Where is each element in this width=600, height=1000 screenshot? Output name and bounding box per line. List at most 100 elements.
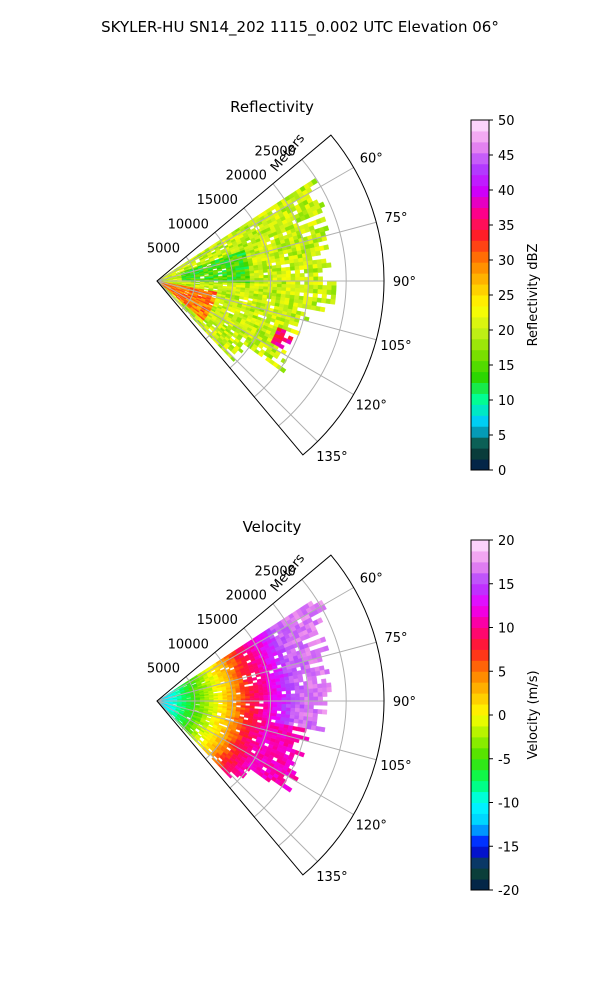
velocity-colorbar-swatch bbox=[471, 715, 489, 727]
velocity-cell bbox=[239, 711, 245, 716]
reflectivity-range-ring bbox=[278, 159, 347, 427]
velocity-cell bbox=[280, 687, 287, 692]
reflectivity-cell bbox=[331, 285, 337, 291]
velocity-colorbar-swatch bbox=[471, 758, 489, 771]
velocity-spoke bbox=[156, 700, 354, 815]
velocity-cell bbox=[254, 695, 260, 699]
velocity-cell bbox=[294, 711, 300, 717]
reflectivity-spoke bbox=[156, 221, 377, 282]
reflectivity-cell bbox=[326, 285, 332, 291]
reflectivity-radial-tick-label: 20000 bbox=[226, 169, 267, 184]
reflectivity-cell bbox=[312, 259, 318, 265]
reflectivity-colorbar-swatch bbox=[471, 349, 489, 362]
reflectivity-cell bbox=[330, 299, 336, 305]
velocity-angle-tick-label: 90° bbox=[393, 695, 416, 710]
velocity-range-ring bbox=[205, 652, 234, 760]
reflectivity-cell bbox=[331, 280, 337, 286]
reflectivity-colorbar-swatch bbox=[471, 152, 489, 165]
reflectivity-cell bbox=[319, 216, 327, 223]
velocity-cell bbox=[293, 718, 300, 724]
reflectivity-cell bbox=[308, 280, 314, 286]
velocity-colorbar-swatch bbox=[471, 671, 489, 683]
reflectivity-colorbar-swatch bbox=[471, 207, 489, 219]
velocity-cell bbox=[290, 707, 296, 713]
velocity-cell bbox=[236, 702, 242, 706]
reflectivity-cell bbox=[289, 262, 295, 268]
velocity-cell bbox=[317, 692, 323, 697]
velocity-cell bbox=[263, 694, 269, 699]
reflectivity-colorbar-tick-label: 30 bbox=[498, 254, 515, 269]
velocity-cell bbox=[281, 704, 287, 708]
reflectivity-cell bbox=[279, 366, 287, 374]
reflectivity-cell bbox=[249, 273, 255, 277]
velocity-cell bbox=[322, 700, 328, 706]
velocity-range-ring bbox=[278, 579, 347, 847]
velocity-colorbar-swatch bbox=[471, 660, 489, 672]
reflectivity-cell bbox=[276, 270, 282, 275]
velocity-cell bbox=[265, 776, 272, 783]
velocity-cell bbox=[254, 703, 260, 707]
velocity-cell bbox=[285, 707, 291, 712]
reflectivity-cell bbox=[299, 276, 305, 282]
reflectivity-colorbar-swatch bbox=[471, 284, 489, 296]
velocity-cell bbox=[299, 693, 305, 698]
velocity-cell bbox=[312, 679, 318, 685]
velocity-cell bbox=[251, 676, 258, 681]
reflectivity-cell bbox=[285, 287, 291, 292]
velocity-colorbar-swatch bbox=[471, 693, 489, 705]
reflectivity-cell bbox=[323, 244, 330, 251]
reflectivity-cells bbox=[158, 178, 337, 374]
velocity-cell bbox=[294, 682, 300, 687]
reflectivity-cell bbox=[317, 289, 323, 295]
velocity-cell bbox=[298, 751, 305, 758]
reflectivity-cell bbox=[230, 349, 237, 355]
reflectivity-cell bbox=[326, 262, 332, 268]
reflectivity-cell bbox=[281, 277, 287, 282]
reflectivity-cell bbox=[321, 289, 328, 295]
velocity-colorbar-tick-label: 5 bbox=[498, 665, 506, 680]
velocity-cell bbox=[317, 683, 323, 689]
reflectivity-colorbar-swatch bbox=[471, 251, 489, 263]
velocity-colorbar-tick-label: 15 bbox=[498, 578, 515, 593]
velocity-cell bbox=[276, 694, 283, 699]
velocity-cell bbox=[285, 686, 291, 692]
velocity-title: Velocity bbox=[243, 518, 302, 536]
reflectivity-cell bbox=[290, 277, 296, 282]
reflectivity-range-ring bbox=[205, 232, 234, 340]
velocity-colorbar-swatch bbox=[471, 616, 489, 628]
velocity-cell bbox=[281, 697, 287, 702]
velocity-cell bbox=[276, 707, 282, 712]
reflectivity-colorbar-swatch bbox=[471, 185, 489, 198]
velocity-cell bbox=[308, 712, 314, 718]
velocity-cell bbox=[308, 708, 314, 714]
reflectivity-frame bbox=[156, 134, 385, 456]
reflectivity-cell bbox=[321, 298, 327, 304]
reflectivity-colorbar-swatch bbox=[471, 229, 489, 241]
reflectivity-cell bbox=[284, 259, 291, 265]
reflectivity-cell bbox=[317, 285, 323, 290]
reflectivity-colorbar-swatch bbox=[471, 393, 489, 405]
velocity-cell bbox=[322, 691, 328, 697]
reflectivity-cell bbox=[295, 277, 301, 282]
reflectivity-cell bbox=[308, 272, 314, 278]
velocity-colorbar-swatch bbox=[471, 824, 489, 836]
velocity-colorbar-tick-label: -20 bbox=[498, 884, 519, 899]
velocity-cell bbox=[281, 700, 287, 705]
reflectivity-cell bbox=[312, 297, 318, 303]
velocity-cell bbox=[294, 689, 301, 694]
reflectivity-cell bbox=[326, 289, 332, 295]
velocity-colorbar-swatch bbox=[471, 769, 489, 782]
reflectivity-cell bbox=[263, 274, 269, 279]
velocity-cell bbox=[272, 706, 278, 711]
velocity-cell bbox=[263, 703, 269, 708]
reflectivity-cell bbox=[297, 303, 303, 309]
velocity-cell bbox=[313, 700, 319, 706]
reflectivity-colorbar-swatch bbox=[471, 404, 489, 416]
velocity-cell bbox=[312, 717, 318, 723]
reflectivity-cell bbox=[217, 272, 223, 275]
velocity-wedge: 5000 10000 15000 20000 25000 60° 75° 90° 105° 120… bbox=[147, 551, 416, 885]
velocity-cell bbox=[289, 686, 296, 691]
reflectivity-colorbar-swatch bbox=[471, 163, 489, 176]
velocity-cell bbox=[312, 683, 318, 689]
velocity-colorbar-swatch bbox=[471, 835, 489, 847]
